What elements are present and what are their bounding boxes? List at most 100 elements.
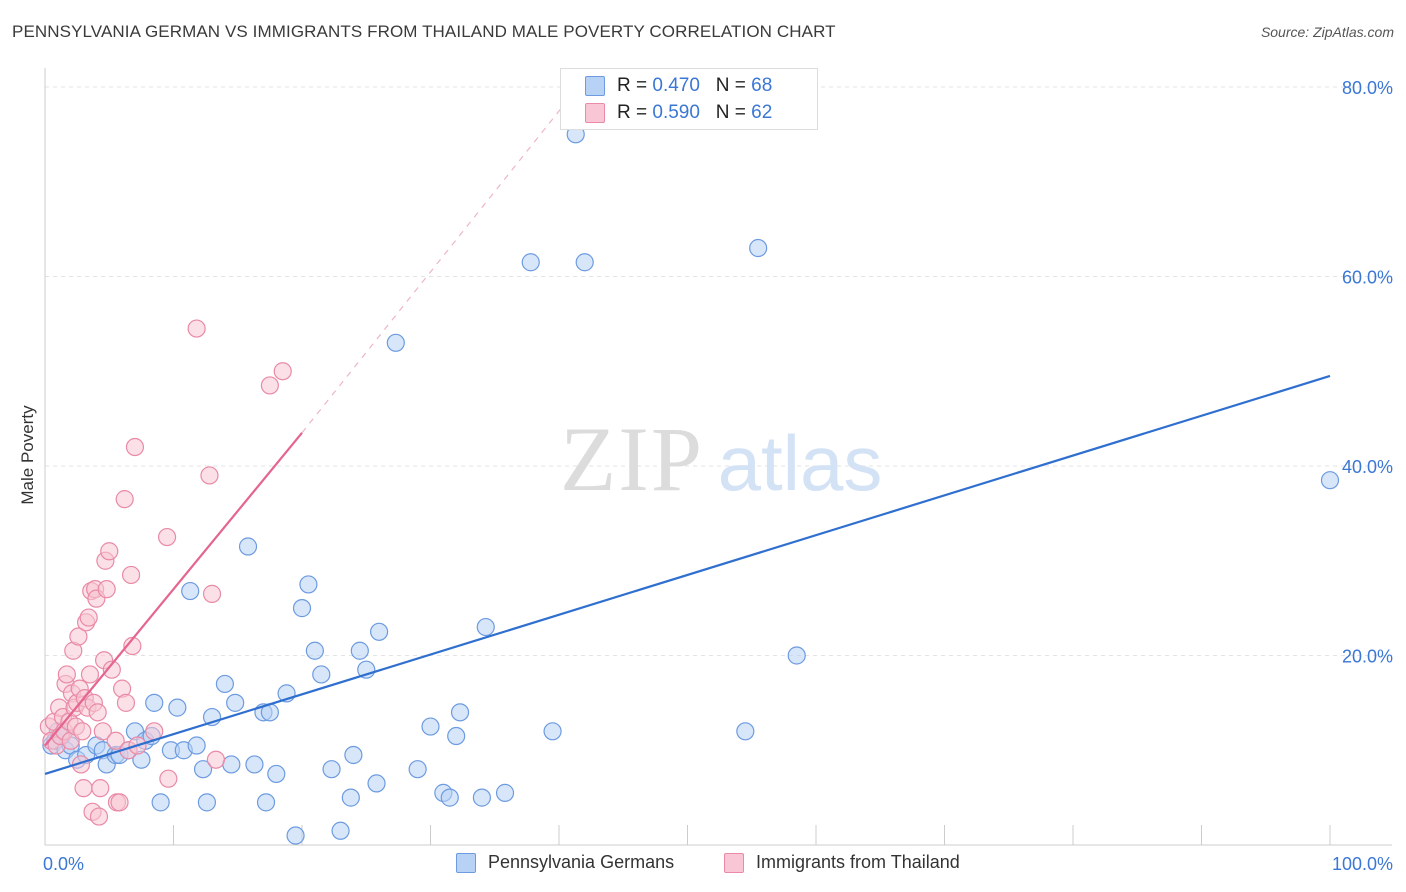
data-point-pink bbox=[125, 437, 145, 457]
data-point-blue bbox=[331, 821, 350, 840]
data-point-pink bbox=[79, 608, 98, 627]
data-point-blue bbox=[575, 253, 594, 272]
data-point-blue bbox=[350, 641, 369, 660]
data-point-pink bbox=[100, 542, 119, 561]
data-point-pink bbox=[97, 580, 116, 599]
data-point-blue bbox=[421, 717, 440, 736]
data-point-blue bbox=[292, 599, 312, 618]
legend-item-pennsylvania-germans: Pennsylvania Germans bbox=[456, 852, 674, 873]
data-point-blue bbox=[447, 726, 466, 746]
r-label: R = bbox=[617, 75, 653, 96]
data-point-blue bbox=[299, 575, 318, 594]
data-point-pink bbox=[73, 722, 92, 741]
data-point-blue bbox=[521, 253, 540, 272]
data-point-pink bbox=[106, 731, 125, 750]
data-point-blue bbox=[440, 788, 459, 807]
data-point-blue bbox=[736, 722, 755, 741]
legend-row-pink: R = 0.590 N = 62 bbox=[585, 101, 772, 125]
data-point-blue bbox=[408, 760, 427, 779]
data-point-pink bbox=[121, 565, 141, 585]
legend-swatch-pink bbox=[585, 103, 605, 123]
data-point-blue bbox=[197, 793, 217, 812]
watermark: ZIP atlas bbox=[560, 408, 882, 510]
data-point-blue bbox=[145, 693, 164, 712]
data-point-blue bbox=[193, 760, 213, 779]
y-tick-label: 60.0% bbox=[1342, 267, 1393, 287]
data-point-pink bbox=[116, 693, 136, 712]
trend-lines bbox=[44, 86, 1331, 775]
data-point-pink bbox=[89, 807, 109, 826]
data-point-pink bbox=[202, 584, 222, 603]
source-credit: Source: ZipAtlas.com bbox=[1260, 24, 1394, 40]
legend-row-blue: R = 0.470 N = 68 bbox=[585, 74, 772, 98]
data-point-pink bbox=[102, 660, 121, 679]
data-point-blue bbox=[286, 826, 305, 845]
data-point-blue bbox=[495, 783, 515, 802]
data-point-blue bbox=[450, 703, 470, 722]
data-point-blue bbox=[256, 793, 276, 812]
data-point-blue bbox=[476, 617, 495, 637]
data-point-blue bbox=[222, 755, 241, 774]
data-point-blue bbox=[367, 774, 386, 793]
data-point-pink bbox=[110, 793, 129, 812]
chart-title: PENNSYLVANIA GERMAN VS IMMIGRANTS FROM T… bbox=[12, 22, 836, 41]
correlation-legend: R = 0.470 N = 68 R = 0.590 N = 62 bbox=[560, 68, 818, 130]
data-point-blue bbox=[312, 665, 331, 684]
data-point-blue bbox=[341, 788, 360, 807]
r-value: 0.590 bbox=[652, 102, 700, 123]
y-tick-label: 20.0% bbox=[1342, 646, 1393, 666]
data-point-pink bbox=[206, 750, 226, 769]
data-point-blue bbox=[344, 745, 363, 765]
r-value: 0.470 bbox=[652, 75, 700, 96]
y-tick-label: 80.0% bbox=[1342, 78, 1393, 98]
trend-line-pink-extension bbox=[301, 86, 579, 434]
data-point-pink bbox=[80, 665, 100, 684]
trend-line-blue bbox=[44, 374, 1331, 775]
data-point-blue bbox=[168, 698, 187, 717]
data-point-pink bbox=[93, 722, 112, 741]
data-point-pink bbox=[69, 627, 88, 646]
legend-item-immigrants-thailand: Immigrants from Thailand bbox=[724, 852, 960, 873]
watermark-atlas: atlas bbox=[718, 419, 883, 507]
data-point-blue bbox=[267, 764, 286, 784]
legend-swatch-blue bbox=[456, 852, 476, 873]
data-point-blue bbox=[245, 755, 264, 774]
data-point-blue bbox=[181, 581, 200, 601]
data-point-blue bbox=[215, 674, 234, 694]
legend-swatch-blue bbox=[585, 76, 605, 96]
series-legend: Pennsylvania Germans Immigrants from Tha… bbox=[0, 852, 1406, 878]
n-label: N = bbox=[715, 102, 752, 123]
n-value: 62 bbox=[751, 102, 773, 123]
r-label: R = bbox=[617, 102, 653, 123]
legend-swatch-pink bbox=[724, 852, 744, 873]
data-point-pink bbox=[74, 779, 93, 798]
data-point-blue bbox=[386, 333, 405, 352]
legend-text-pink: R = 0.590 N = 62 bbox=[617, 102, 772, 124]
data-point-blue bbox=[151, 793, 170, 812]
y-tick-label: 40.0% bbox=[1342, 457, 1393, 477]
x-tick-label: 0.0% bbox=[43, 854, 84, 874]
data-point-pink bbox=[260, 376, 279, 395]
data-point-pink bbox=[88, 703, 107, 722]
grid-lines bbox=[45, 86, 1392, 656]
x-tick-label: 100.0% bbox=[1332, 854, 1393, 874]
data-point-blue bbox=[305, 641, 324, 660]
trend-line-pink bbox=[44, 432, 303, 747]
data-point-blue bbox=[238, 537, 258, 556]
data-point-blue bbox=[787, 646, 806, 665]
legend-label: Immigrants from Thailand bbox=[756, 852, 960, 872]
data-point-pink bbox=[200, 466, 219, 485]
legend-label: Pennsylvania Germans bbox=[488, 852, 675, 872]
legend-text-blue: R = 0.470 N = 68 bbox=[617, 75, 772, 97]
data-point-blue bbox=[472, 788, 491, 807]
data-point-blue bbox=[322, 760, 341, 779]
tick-labels: 20.0% 40.0% 60.0% 80.0% 0.0% 100.0% bbox=[43, 78, 1393, 874]
data-point-pink bbox=[57, 665, 76, 684]
n-label: N = bbox=[715, 75, 752, 96]
data-point-blue bbox=[1320, 471, 1340, 490]
data-point-pink bbox=[187, 319, 206, 338]
data-point-pink bbox=[273, 362, 292, 381]
data-point-blue bbox=[187, 736, 206, 755]
data-point-pink bbox=[159, 769, 178, 788]
